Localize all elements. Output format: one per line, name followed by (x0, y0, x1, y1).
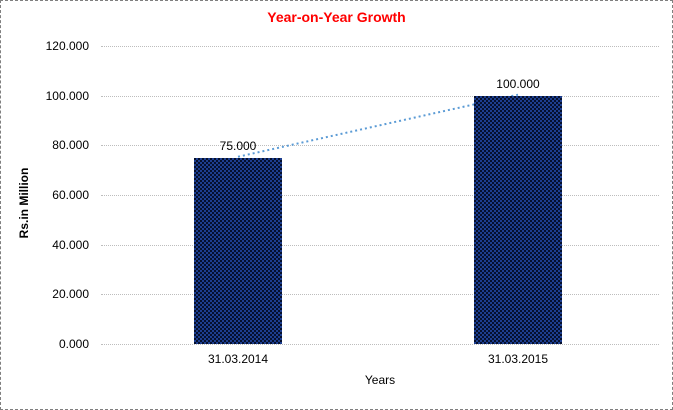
y-gridline (101, 145, 659, 147)
y-gridline (101, 195, 659, 196)
y-axis-tick-label: 20.000 (52, 287, 89, 302)
plot-area: 75.000 100.000 (101, 46, 659, 345)
bar-value-label: 75.000 (219, 138, 257, 153)
x-axis-tick-label: 31.03.2015 (487, 352, 549, 366)
chart-title: Year-on-Year Growth (267, 9, 406, 25)
x-axis-tick-label: 31.03.2014 (207, 352, 269, 366)
trendline (237, 93, 519, 158)
y-axis-tick-label: 0.000 (58, 337, 89, 351)
y-axis-tick-label: 60.000 (52, 188, 89, 202)
y-gridline (101, 244, 659, 246)
y-axis-title: Rs.in Million (17, 167, 31, 239)
y-axis-tick-label: 120.000 (45, 39, 89, 53)
y-gridline (101, 344, 659, 345)
bar-31.03.2014 (194, 157, 282, 344)
y-axis-tick-label: 80.000 (52, 138, 89, 153)
y-axis-tick-label: 100.000 (45, 88, 89, 103)
y-axis-tick-label: 40.000 (52, 237, 89, 252)
x-axis-title: Years (364, 373, 396, 387)
bar-31.03.2015 (474, 95, 562, 344)
bar-value-label: 100.000 (496, 76, 540, 91)
y-gridline (101, 46, 659, 47)
y-gridline (101, 95, 659, 97)
y-gridline (101, 294, 659, 296)
